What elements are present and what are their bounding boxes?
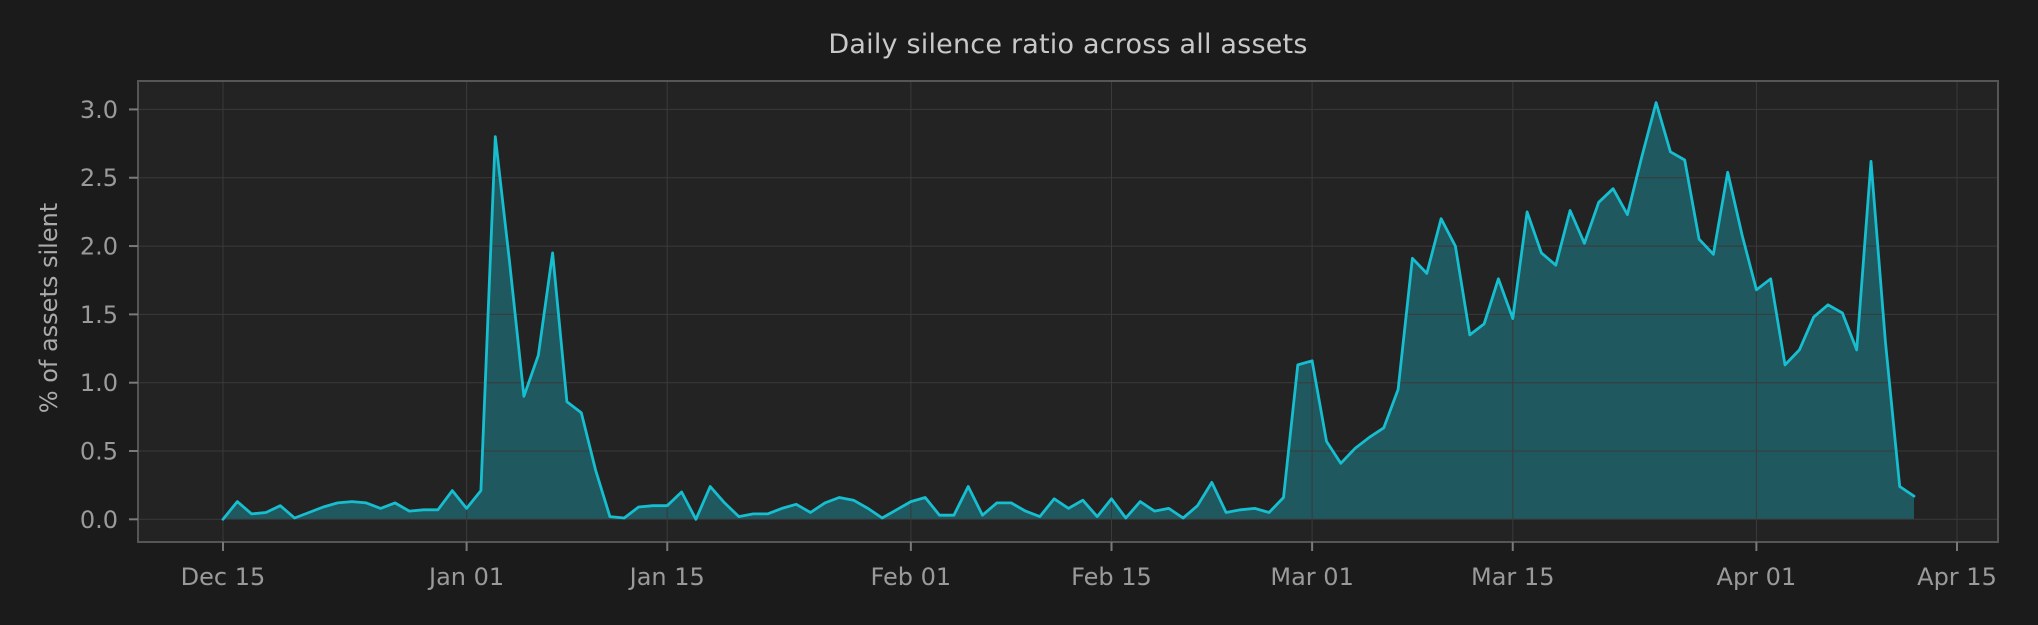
x-tick-label: Mar 15 (1471, 563, 1554, 591)
y-tick-label: 1.0 (80, 369, 118, 397)
y-tick-label: 3.0 (80, 96, 118, 124)
x-tick-label: Jan 01 (427, 563, 504, 591)
plot-border (137, 80, 1999, 543)
x-tick-label: Apr 15 (1917, 563, 1997, 591)
x-tick-label: Dec 15 (181, 563, 266, 591)
y-tick-label: 2.5 (80, 164, 118, 192)
plot-area-background (138, 81, 1998, 542)
chart-title: Daily silence ratio across all assets (828, 29, 1308, 60)
silence-ratio-area-fill (223, 102, 1914, 520)
x-tick-label: Feb 01 (871, 563, 952, 591)
y-tick-label: 0.0 (80, 506, 118, 534)
x-tick-label: Apr 01 (1717, 563, 1797, 591)
x-tick-label: Feb 15 (1071, 563, 1152, 591)
x-tick-label: Jan 15 (628, 563, 705, 591)
silence-ratio-line (221, 101, 1916, 521)
y-tick-label: 1.5 (80, 301, 118, 329)
x-tick-label: Mar 01 (1270, 563, 1353, 591)
y-tick-label: 0.5 (80, 438, 118, 466)
y-tick-label: 2.0 (80, 233, 118, 261)
